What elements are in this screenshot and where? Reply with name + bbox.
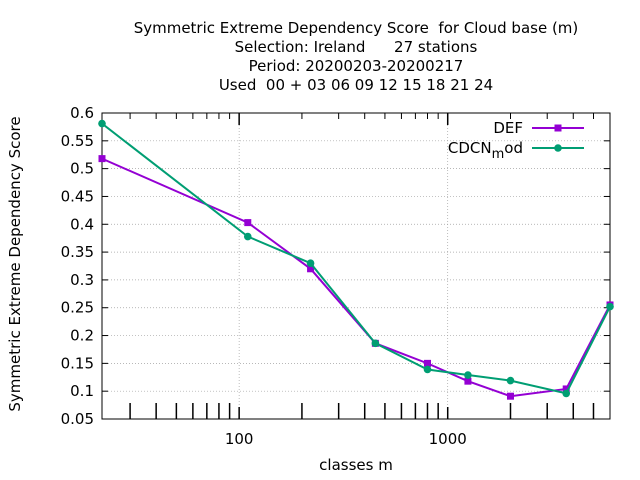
data-point [243, 232, 252, 241]
data-point [506, 392, 514, 400]
x-tick-label: 1000 [429, 430, 467, 448]
y-tick-label: 0.15 [61, 354, 94, 372]
plot-frame [101, 112, 611, 420]
y-tick-label: 0.1 [70, 382, 94, 400]
axis-ticks [102, 112, 610, 420]
y-tick-label: 0.5 [70, 160, 94, 178]
data-point [464, 371, 472, 379]
y-tick-label: 0.05 [61, 410, 94, 428]
chart-title-line-3: Period: 20200203-20200217 [248, 57, 464, 75]
legend-marker-0 [554, 124, 562, 132]
data-point [423, 365, 432, 374]
data-point [244, 219, 252, 227]
data-point [98, 119, 106, 128]
chart-title-line-4: Used 00 + 03 06 09 12 15 18 21 24 [218, 76, 494, 94]
grid-lines [102, 112, 610, 420]
data-point [562, 389, 571, 398]
data-point [307, 265, 315, 273]
y-tick-label: 0.55 [61, 132, 94, 150]
y-tick-label: 0.35 [61, 243, 94, 261]
legend-label-0: DEF [493, 119, 523, 137]
series-line-0 [101, 157, 611, 398]
chart-title-line-2: Selection: Ireland 27 stations [234, 38, 478, 56]
legend: DEF CDCNmod [448, 119, 584, 162]
y-tick-label: 0.45 [61, 187, 94, 205]
y-axis-label: Symmetric Extreme Dependency Score [6, 116, 24, 411]
data-point [423, 359, 431, 367]
data-point [464, 377, 472, 385]
legend-marker-1 [554, 144, 562, 152]
y-tick-label: 0.6 [70, 104, 94, 122]
y-tick-label: 0.4 [70, 215, 94, 233]
data-point [98, 155, 106, 163]
legend-label-1: CDCNmod [448, 139, 523, 162]
y-tick-label: 0.2 [70, 327, 94, 345]
data-point [606, 302, 614, 311]
series-lines [98, 119, 614, 400]
y-tick-label: 0.25 [61, 299, 94, 317]
x-tick-label: 100 [225, 430, 254, 448]
data-point [506, 376, 515, 385]
data-point [371, 339, 380, 348]
y-tick-label: 0.3 [70, 271, 94, 289]
data-point [306, 259, 315, 268]
chart-title-line-1: Symmetric Extreme Dependency Score for C… [133, 19, 579, 37]
data-point [562, 385, 570, 393]
x-axis-label: classes m [319, 456, 393, 474]
series-line-1 [101, 122, 611, 395]
